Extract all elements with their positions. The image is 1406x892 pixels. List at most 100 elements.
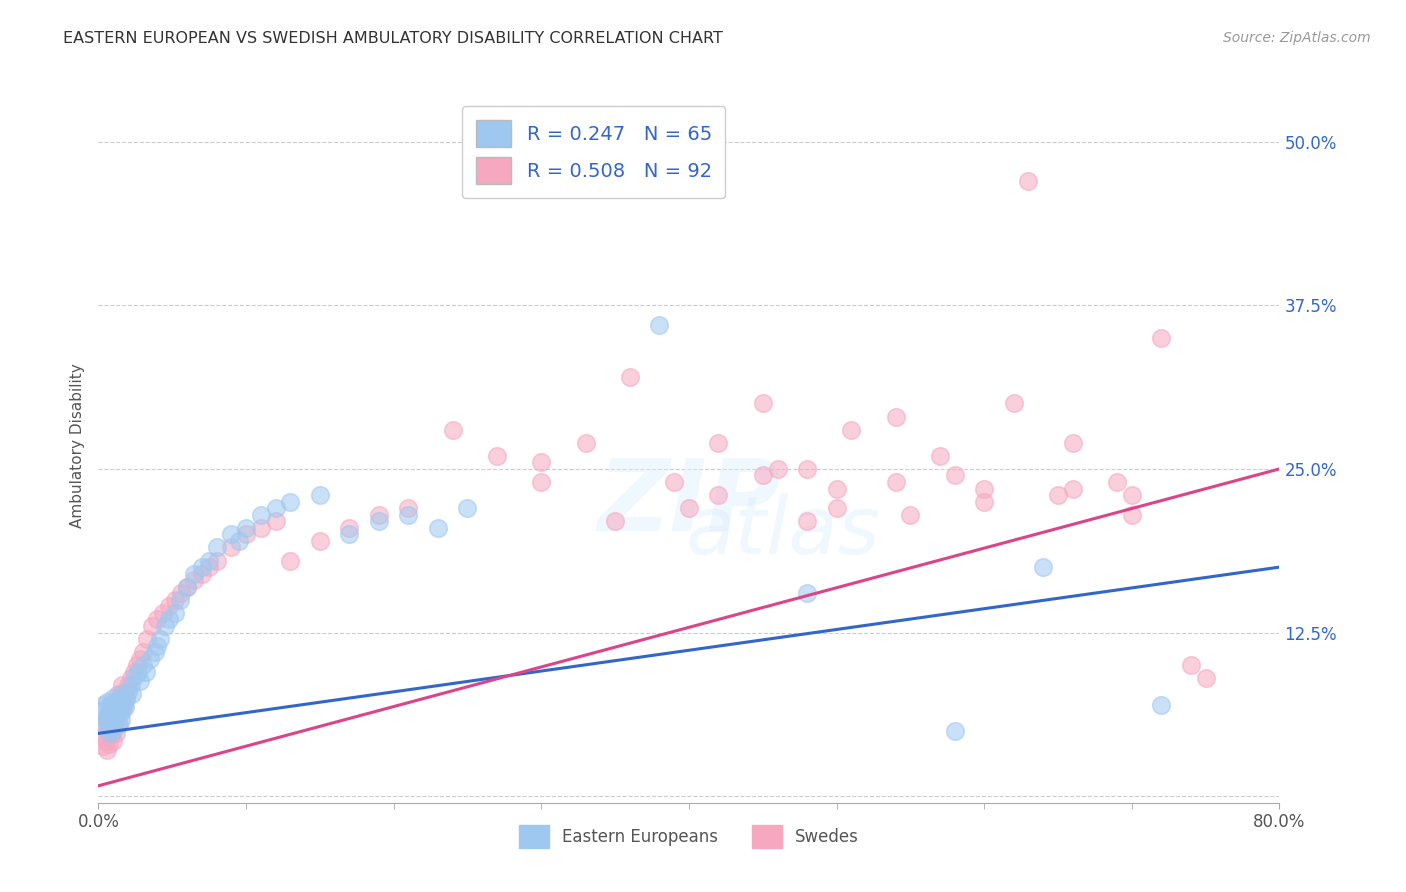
Point [98,698,121,712]
Point [152,606,174,620]
Point [127,665,149,679]
Point [103,691,125,706]
Point [176,580,198,594]
Point [96,695,118,709]
Point [678,501,700,516]
Point [94,734,117,748]
Point [169,592,191,607]
Point [143,645,166,659]
Point [132,658,155,673]
Point [280,494,302,508]
Point [96,743,118,757]
Point [183,573,205,587]
Point [884,409,907,424]
Point [707,435,730,450]
Point [165,592,187,607]
Point [136,632,159,647]
Point [108,717,131,731]
Point [1062,482,1084,496]
Point [619,370,641,384]
Point [170,586,193,600]
Point [98,721,121,735]
Point [121,687,143,701]
Point [107,700,129,714]
Point [117,678,139,692]
Point [176,580,198,594]
Point [105,726,128,740]
Point [264,501,287,516]
Point [221,527,243,541]
Point [146,612,169,626]
Point [648,318,671,332]
Point [486,449,509,463]
Point [97,708,120,723]
Point [124,669,146,683]
Point [825,482,848,496]
Point [105,714,128,728]
Point [108,698,131,712]
Point [605,514,627,528]
Point [929,449,952,463]
Point [110,714,132,728]
Point [111,704,134,718]
Point [664,475,686,489]
Point [339,527,361,541]
Point [368,514,391,528]
Point [752,396,775,410]
Point [575,435,598,450]
Point [104,695,127,709]
Point [112,695,135,709]
Point [1018,174,1040,188]
Point [90,704,112,718]
Point [90,731,112,745]
Point [146,639,169,653]
Point [117,684,139,698]
Point [111,678,134,692]
Text: ZIP: ZIP [598,455,780,551]
Point [103,723,125,738]
Point [1107,475,1129,489]
Point [1062,435,1084,450]
Point [441,423,464,437]
Point [112,698,135,712]
Point [235,521,257,535]
Point [103,717,125,731]
Point [943,468,966,483]
Point [107,717,129,731]
Point [309,533,332,548]
Point [94,711,117,725]
Point [228,533,250,548]
Point [103,734,125,748]
Point [103,700,125,714]
Point [91,739,114,754]
Point [1150,698,1173,712]
Point [309,488,332,502]
Point [1046,488,1070,502]
Point [104,708,127,723]
Point [141,619,163,633]
Point [198,560,221,574]
Legend: Eastern Europeans, Swedes: Eastern Europeans, Swedes [512,818,866,855]
Point [398,508,420,522]
Point [1180,658,1202,673]
Point [165,606,187,620]
Point [97,704,120,718]
Point [122,665,145,679]
Point [96,717,118,731]
Point [157,599,180,614]
Point [97,737,120,751]
Point [98,698,121,712]
Point [98,714,121,728]
Point [107,687,129,701]
Point [114,700,136,714]
Point [250,508,273,522]
Point [105,711,128,725]
Point [1121,508,1143,522]
Point [120,678,142,692]
Point [973,482,995,496]
Point [825,501,848,516]
Point [153,619,176,633]
Point [107,704,129,718]
Point [530,455,553,469]
Point [100,726,122,740]
